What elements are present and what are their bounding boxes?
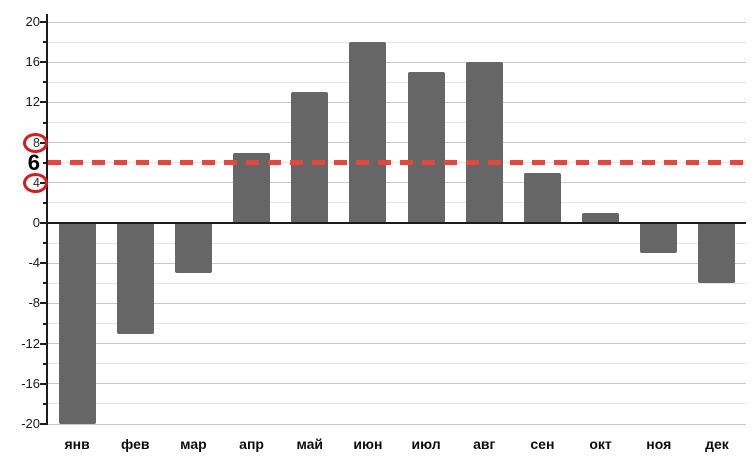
x-label-2: мар (180, 436, 207, 452)
y-tick-label--4: -4 (28, 255, 40, 271)
bar-0 (58, 223, 96, 424)
y-tick-label-0: 0 (32, 215, 40, 230)
bar-10 (640, 223, 678, 254)
y-tick--20 (40, 423, 48, 425)
gridline-y--10 (48, 323, 746, 324)
gridline-y-18 (48, 41, 746, 43)
y-tick-18 (43, 41, 48, 44)
x-label-6: июл (411, 436, 441, 452)
x-label-5: июн (353, 436, 383, 452)
x-label-3: апр (239, 436, 264, 452)
y-tick--4 (40, 262, 48, 265)
y-tick--6 (43, 282, 48, 285)
y-tick--18 (43, 402, 48, 405)
x-label-8: сен (530, 436, 555, 452)
bar-6 (407, 72, 445, 223)
highlight-circle-8 (23, 132, 48, 153)
x-label-10: ноя (646, 436, 672, 452)
x-label-1: фев (121, 436, 150, 452)
highlight-circle-4 (23, 172, 48, 193)
gridline-y--12 (48, 343, 746, 345)
gridline-y-2 (48, 202, 746, 204)
bar-2 (174, 223, 212, 274)
gridline-y--8 (48, 302, 746, 304)
reference-dashed-line (48, 160, 746, 166)
bar-11 (698, 223, 736, 284)
gridline-y--18 (48, 403, 746, 405)
y-tick-6 (43, 161, 48, 164)
x-label-9: окт (589, 436, 612, 452)
y-tick-label--8: -8 (28, 295, 40, 311)
gridline-y--4 (48, 262, 746, 264)
y-tick-label--16: -16 (21, 375, 40, 391)
bar-4 (291, 92, 329, 223)
bar-7 (465, 62, 503, 223)
reference-value-label: 6 (27, 149, 40, 175)
x-label-4: май (296, 436, 324, 452)
y-tick-2 (43, 201, 48, 204)
gridline-y-16 (48, 61, 746, 63)
gridline-y-8 (48, 142, 746, 144)
y-tick--14 (43, 362, 48, 365)
x-label-7: авг (473, 436, 496, 452)
y-tick-label-16: 16 (25, 54, 40, 70)
gridline-y--14 (48, 363, 746, 365)
gridline-y-20 (48, 21, 746, 23)
x-label-0: янв (64, 436, 90, 452)
y-tick--12 (40, 342, 48, 345)
x-label-11: дек (705, 436, 729, 452)
y-tick--2 (43, 242, 48, 245)
y-tick-label-20: 20 (25, 14, 40, 29)
gridline-y-4 (48, 182, 746, 184)
y-tick-14 (43, 81, 48, 84)
gridline-y--2 (48, 242, 746, 244)
y-tick--16 (40, 382, 48, 385)
y-tick--10 (43, 322, 48, 325)
gridline-y-10 (48, 122, 746, 123)
y-tick-20 (40, 21, 48, 23)
y-tick-0 (40, 222, 48, 224)
bar-9 (582, 212, 620, 223)
bar-1 (116, 223, 154, 334)
y-tick-10 (43, 121, 48, 124)
y-axis-line (46, 14, 48, 424)
y-tick-label-12: 12 (25, 94, 40, 110)
gridline-y-14 (48, 81, 746, 83)
gridline-y--6 (48, 282, 746, 284)
y-tick-label--20: -20 (21, 416, 40, 431)
gridline-y-12 (48, 101, 746, 103)
x-axis-zero-line (48, 222, 746, 224)
bar-5 (349, 42, 387, 223)
bar-8 (523, 172, 561, 223)
y-tick--8 (40, 302, 48, 305)
y-tick-16 (40, 61, 48, 64)
gridline-y--16 (48, 383, 746, 385)
y-tick-12 (40, 101, 48, 104)
y-tick-label--12: -12 (21, 335, 40, 351)
gridline-y--20 (48, 423, 746, 425)
